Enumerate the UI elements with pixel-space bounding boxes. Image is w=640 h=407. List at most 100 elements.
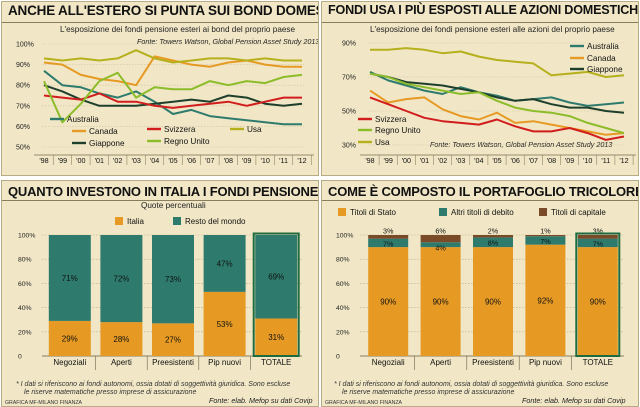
y-tick-label: 60%	[336, 281, 350, 288]
legend-swatch	[539, 208, 547, 216]
legend-label: Canada	[587, 54, 616, 63]
data-label: 1%	[540, 227, 551, 236]
bar-titoli-di-capitale	[525, 235, 566, 237]
legend-label: Resto del mondo	[185, 217, 246, 226]
y-tick-label: 50%	[16, 145, 30, 152]
category-label: Pip nuovi	[529, 358, 562, 367]
chart-title: QUANTO INVESTONO IN ITALIA I FONDI PENSI…	[8, 184, 319, 199]
x-tick-label: '04	[474, 156, 483, 165]
data-label: 90%	[380, 298, 396, 307]
x-tick-label: '01	[95, 156, 104, 165]
data-label: 53%	[217, 320, 233, 329]
x-tick-label: '03	[131, 156, 140, 165]
legend-label: Australia	[587, 42, 619, 51]
legend-label: Titoli di Stato	[350, 208, 396, 217]
title-divider	[322, 22, 638, 23]
category-label: Pip nuovi	[208, 358, 241, 367]
legend-label: Italia	[127, 217, 144, 226]
chart-footnote-line-2: le riserve matematiche presso imprese di…	[342, 389, 515, 396]
data-label: 3%	[593, 227, 604, 236]
data-label: 31%	[268, 333, 284, 342]
series-line-giappone	[369, 72, 625, 114]
bar-italia	[48, 320, 91, 356]
data-label: 90%	[590, 298, 606, 307]
category-label: Preesistenti	[152, 358, 194, 367]
bar-titoli-di-stato	[420, 247, 461, 356]
y-tick-label: 90%	[342, 41, 356, 48]
y-tick-label: 70%	[16, 103, 30, 110]
chart-footnote-line-1: * I dati si riferiscono ai fondi autonom…	[16, 381, 291, 388]
chart-credit: GRAFICA MF-MILANO FINANZA	[325, 400, 402, 406]
legend-label: Giappone	[89, 139, 125, 148]
legend-label: Titoli di capitale	[551, 208, 606, 217]
legend-swatch	[439, 208, 447, 216]
x-tick-label: '08	[224, 156, 233, 165]
x-tick-label: '98	[39, 156, 48, 165]
y-tick-label: 70%	[342, 75, 356, 82]
bar-altri-titoli-di-debito	[473, 237, 513, 248]
bar-italia	[152, 323, 194, 356]
line-chart-azioni: 30% 50% 70% 90% '98 '99 '00 '01 '02 '03 '04 '05 '06 '…	[342, 41, 636, 165]
data-label: 7%	[540, 237, 551, 246]
data-label: 92%	[537, 296, 553, 305]
series-line-regno-unito	[43, 71, 303, 124]
chart-source: Fonte: Towers Watson, Global Pension Ass…	[430, 140, 613, 149]
x-tick-label: '03	[456, 156, 465, 165]
x-tick-label: '12	[297, 156, 306, 165]
x-tick-label: '02	[438, 156, 447, 165]
x-tick-label: '06	[187, 156, 196, 165]
category-label: Negoziali	[53, 358, 86, 367]
x-tick-label: '08	[547, 156, 556, 165]
legend-label: Australia	[67, 115, 99, 124]
title-divider	[322, 200, 638, 201]
chart-source: Fonte: Towers Watson, Global Pension Ass…	[137, 37, 319, 46]
bar-titoli-di-stato	[577, 247, 618, 356]
data-label: 6%	[435, 227, 446, 236]
chart-title: FONDI USA I PIÙ ESPOSTI ALLE AZIONI DOME…	[328, 3, 639, 17]
series-line-australia	[369, 70, 625, 107]
series-line-usa	[43, 49, 302, 64]
y-tick-label: 100%	[18, 233, 35, 240]
panel-investimenti-italia: QUANTO INVESTONO IN ITALIA I FONDI PENSI…	[1, 180, 319, 407]
x-tick-label: '11	[279, 156, 288, 165]
chart-title: COME È COMPOSTO IL PORTAFOGLIO TRICOLORE	[328, 184, 639, 199]
data-label: 90%	[433, 298, 449, 307]
x-tick-label: '02	[113, 156, 122, 165]
x-tick-label: '07	[205, 156, 214, 165]
data-label: 8%	[488, 238, 499, 247]
bar-italia	[100, 322, 143, 356]
data-label: 2%	[488, 227, 499, 236]
series-line-usa	[370, 47, 625, 78]
x-tick-label: '04	[150, 156, 159, 165]
panel-azioni-domestiche: FONDI USA I PIÙ ESPOSTI ALLE AZIONI DOME…	[321, 1, 639, 176]
series-line-australia	[43, 70, 302, 126]
x-tick-label: '10	[583, 156, 592, 165]
data-label: 69%	[268, 273, 284, 282]
panel-portafoglio-tricolore: COME È COMPOSTO IL PORTAFOGLIO TRICOLORE…	[321, 180, 639, 407]
legend-swatch	[338, 208, 346, 216]
y-tick-label: 0	[336, 354, 340, 361]
category-label: Negoziali	[372, 358, 405, 367]
legend-label: Regno Unito	[164, 137, 210, 146]
data-label: 3%	[383, 227, 394, 236]
category-label: Preesistenti	[472, 358, 514, 367]
chart-source: Fonte: elab. Mefop su dati Covip	[522, 396, 626, 405]
bar-altri-titoli-di-debito	[420, 242, 461, 248]
bar-italia	[203, 291, 246, 356]
bar-chart-portafoglio: 0 20% 40% 60% 80% 100% 90% 7% 3% Negoziali 90% 4% 6%…	[336, 208, 624, 370]
chart-subtitle: L'esposizione dei fondi pensione esteri …	[60, 25, 296, 34]
chart-footnote-line-2: le riserve matematiche presso imprese di…	[24, 389, 197, 396]
line-chart-bond: 50% 60% 70% 80% 90% 100% '98 '99 '00 '01 '02 '03 '04…	[16, 42, 314, 165]
title-divider	[2, 22, 318, 23]
data-label: 72%	[113, 275, 129, 284]
legend-label: Svizzera	[164, 125, 196, 134]
data-label: 29%	[62, 334, 78, 343]
bar-altri-titoli-di-debito	[577, 238, 618, 248]
y-tick-label: 40%	[18, 305, 32, 312]
bar-italia	[255, 318, 298, 356]
category-label: TOTALE	[261, 358, 291, 367]
bar-titoli-di-stato	[525, 244, 566, 356]
bar-titoli-di-stato	[473, 247, 513, 356]
chart-subtitle: L'esposizione dei fondi pensione esteri …	[370, 25, 615, 34]
data-label: 73%	[165, 275, 181, 284]
